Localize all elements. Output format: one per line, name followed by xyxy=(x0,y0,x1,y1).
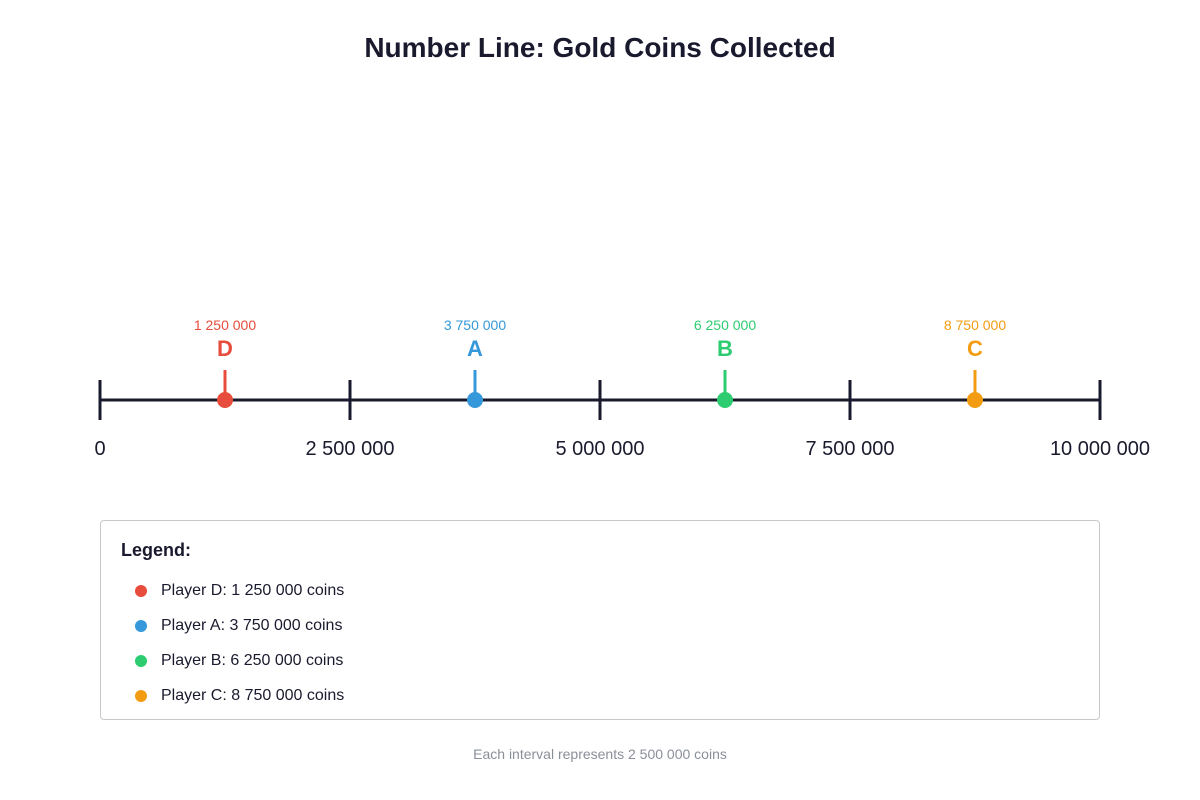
point-value-label: 3 750 000 xyxy=(444,317,506,333)
point-letter: D xyxy=(217,336,233,361)
legend-box: Legend: Player D: 1 250 000 coins Player… xyxy=(100,520,1100,720)
point-marker xyxy=(967,392,983,408)
legend-item-player-a: Player A: 3 750 000 coins xyxy=(135,616,342,636)
point-value-label: 6 250 000 xyxy=(694,317,756,333)
legend-dot-icon xyxy=(135,655,147,667)
legend-item-label: Player C: 8 750 000 coins xyxy=(161,687,345,704)
point-marker xyxy=(217,392,233,408)
legend-dot-icon xyxy=(135,690,147,702)
legend-item-label: Player A: 3 750 000 coins xyxy=(161,617,343,634)
legend-dot-icon xyxy=(135,620,147,632)
tick-label: 0 xyxy=(94,438,105,460)
legend-dot-icon xyxy=(135,585,147,597)
point-value-label: 1 250 000 xyxy=(194,317,256,333)
legend-title: Legend: xyxy=(121,540,191,560)
points-layer: D 1 250 000 A 3 750 000 B 6 250 000 C 8 750 000 xyxy=(194,317,1006,408)
chart-title: Number Line: Gold Coins Collected xyxy=(364,32,836,63)
point-letter: B xyxy=(717,336,733,361)
footnote: Each interval represents 2 500 000 coins xyxy=(473,746,727,762)
legend-item-player-d: Player D: 1 250 000 coins xyxy=(135,581,344,601)
point-letter: C xyxy=(967,336,983,361)
legend-item-player-c: Player C: 8 750 000 coins xyxy=(135,686,344,706)
point-value-label: 8 750 000 xyxy=(944,317,1006,333)
legend-item-player-b: Player B: 6 250 000 coins xyxy=(135,651,343,671)
point-letter: A xyxy=(467,336,483,361)
point-marker xyxy=(717,392,733,408)
number-line-svg: 0 2 500 000 5 000 000 7 500 000 10 000 000 D… xyxy=(94,317,1150,460)
legend-item-label: Player B: 6 250 000 coins xyxy=(161,652,344,669)
axis-layer: 0 2 500 000 5 000 000 7 500 000 10 000 000 xyxy=(94,380,1150,460)
tick-label: 7 500 000 xyxy=(806,438,895,460)
tick-label: 5 000 000 xyxy=(556,438,645,460)
tick-label: 2 500 000 xyxy=(306,438,395,460)
tick-label: 10 000 000 xyxy=(1050,438,1150,460)
point-marker xyxy=(467,392,483,408)
legend-item-label: Player D: 1 250 000 coins xyxy=(161,582,345,599)
